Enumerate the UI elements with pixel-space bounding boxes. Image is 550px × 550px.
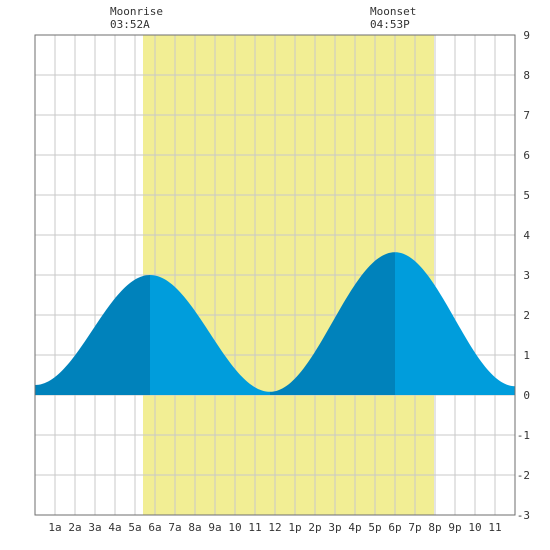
y-tick-label: 6 [523, 149, 530, 162]
x-tick-label: 12 [268, 521, 281, 534]
x-tick-label: 4p [348, 521, 361, 534]
tide-area-rising [35, 275, 150, 395]
x-tick-label: 9p [448, 521, 461, 534]
x-tick-label: 6p [388, 521, 401, 534]
x-tick-label: 11 [248, 521, 261, 534]
x-tick-labels: 1a 2a 3a 4a 5a 6a 7a 8a 9a 10 11 12 1p 2p 3p 4p 5p 6p 7p 8p… [48, 521, 501, 534]
y-tick-label: 8 [523, 69, 530, 82]
tide-area-falling [150, 275, 270, 395]
moonset-time: 04:53P [370, 18, 410, 31]
x-tick-label: 10 [468, 521, 481, 534]
y-tick-label: 5 [523, 189, 530, 202]
x-tick-label: 6a [148, 521, 161, 534]
y-tick-label: -1 [517, 429, 530, 442]
x-tick-label: 2a [68, 521, 81, 534]
x-tick-label: 5a [128, 521, 141, 534]
x-tick-label: 1p [288, 521, 301, 534]
y-tick-label: 0 [523, 389, 530, 402]
moonset-label: Moonset 04:53P [370, 5, 416, 31]
grid-layer [35, 34, 515, 516]
y-tick-label: 1 [523, 349, 530, 362]
x-tick-label: 3p [328, 521, 341, 534]
tide-area-layer [35, 252, 515, 395]
x-tick-label: 2p [308, 521, 321, 534]
x-tick-label: 8p [428, 521, 441, 534]
tide-area-rising [270, 252, 395, 395]
y-tick-labels: -3 -2 -1 0 1 2 3 4 5 6 7 8 9 [517, 29, 531, 522]
plot-frame-layer [34, 34, 516, 516]
y-tick-label: -2 [517, 469, 530, 482]
x-tick-label: 11 [488, 521, 501, 534]
x-tick-label: 10 [228, 521, 241, 534]
x-tick-label: 5p [368, 521, 381, 534]
plot-frame [34, 34, 516, 516]
y-tick-label: 7 [523, 109, 530, 122]
x-tick-label: 9a [208, 521, 221, 534]
y-tick-label: 4 [523, 229, 530, 242]
x-tick-label: 8a [188, 521, 201, 534]
y-tick-label: -3 [517, 509, 530, 522]
x-tick-label: 7p [408, 521, 421, 534]
x-tick-label: 7a [168, 521, 181, 534]
x-tick-label: 4a [108, 521, 121, 534]
moonrise-label: Moonrise 03:52A [110, 5, 163, 31]
moonrise-time: 03:52A [110, 18, 150, 31]
tide-area-falling [395, 252, 515, 395]
y-tick-label: 2 [523, 309, 530, 322]
y-tick-label: 9 [523, 29, 530, 42]
x-tick-label: 1a [48, 521, 61, 534]
moonrise-title: Moonrise [110, 5, 163, 18]
y-tick-label: 3 [523, 269, 530, 282]
moonset-title: Moonset [370, 5, 417, 18]
x-tick-label: 3a [88, 521, 101, 534]
